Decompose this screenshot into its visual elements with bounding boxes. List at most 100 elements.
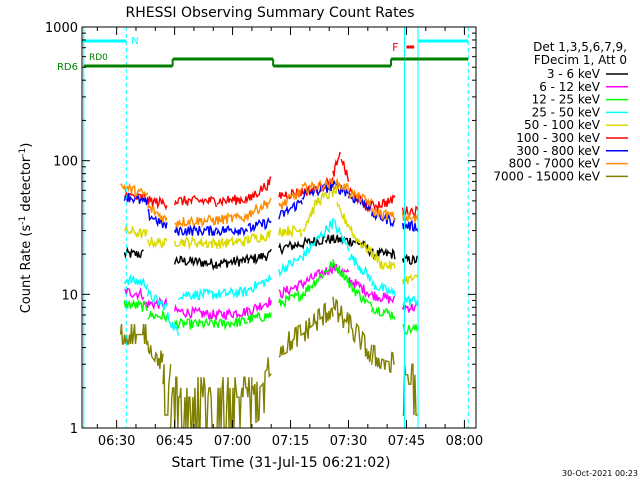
series-25-50-kev	[123, 218, 419, 336]
series-line	[332, 258, 350, 284]
legend-entry-label: 7000 - 15000 keV	[493, 169, 600, 183]
series-50-100-kev	[123, 185, 419, 285]
legend-entry-label: 800 - 7000 keV	[509, 157, 601, 171]
series-line	[301, 264, 334, 290]
night-label: N	[131, 36, 138, 47]
series-line	[278, 199, 303, 220]
series-line	[216, 211, 249, 225]
series-line	[247, 216, 272, 233]
series-line	[174, 214, 218, 229]
series-line	[216, 224, 249, 237]
series-line	[173, 194, 218, 208]
series-line	[401, 253, 419, 266]
y-axis-label: Count Rate (s-1 detector-1)	[18, 143, 34, 314]
series-line	[355, 239, 373, 258]
series-line	[301, 261, 334, 300]
series-800-7000-kev	[120, 177, 419, 229]
series-line	[401, 212, 419, 225]
series-line	[173, 303, 218, 320]
series-line	[278, 225, 303, 238]
series-line	[332, 177, 350, 192]
series-line	[251, 357, 272, 424]
series-line	[217, 253, 249, 269]
legend-entry-label: 6 - 12 keV	[539, 80, 601, 94]
series-line	[278, 278, 303, 299]
legend: Det 1,3,5,6,7,9, FDecim 1, Att 0 3 - 6 k…	[493, 40, 628, 183]
x-tick-label: 08:00	[446, 434, 483, 449]
flare-label: F	[392, 41, 398, 54]
plot-frame	[81, 26, 477, 429]
series-line	[146, 340, 164, 370]
y-tick-label: 100	[53, 155, 78, 170]
series-line	[173, 235, 218, 251]
y-tick-label: 1	[70, 422, 78, 437]
series-line	[401, 303, 419, 313]
series-line	[401, 273, 419, 285]
series-line	[146, 195, 168, 211]
series-line	[301, 177, 334, 194]
series-line	[347, 312, 373, 363]
series-line	[371, 291, 396, 304]
series-line	[347, 253, 373, 282]
series-line	[348, 188, 373, 207]
series-line	[247, 248, 272, 266]
series-line	[216, 285, 249, 299]
series-line	[367, 196, 392, 212]
rd6-label: RD6	[57, 62, 78, 73]
series-line	[401, 205, 419, 219]
series-line	[278, 323, 303, 358]
legend-entry-label: 25 - 50 keV	[532, 105, 601, 119]
series-line	[123, 246, 144, 259]
series-line	[390, 194, 396, 204]
series-line	[401, 219, 419, 233]
series-line	[119, 323, 148, 345]
series-line	[147, 309, 168, 324]
x-tick-label: 06:30	[98, 434, 135, 449]
series-line	[251, 176, 272, 199]
series-line	[340, 158, 350, 182]
series-line	[371, 344, 396, 374]
rd0-label: RD0	[89, 53, 108, 63]
series-line	[166, 312, 180, 336]
series-line	[247, 273, 272, 293]
series-line	[173, 317, 218, 330]
series-line	[278, 235, 326, 256]
legend-entry-label: 12 - 25 keV	[532, 93, 601, 107]
series-line	[336, 202, 354, 235]
x-axis: 06:30 06:45 07:00 07:15 07:30 07:45 08:00	[96, 27, 483, 449]
series-line	[402, 363, 418, 416]
legend-entry-label: 300 - 800 keV	[516, 144, 600, 158]
series-line	[146, 236, 168, 249]
series-line	[124, 287, 145, 301]
series-line	[301, 302, 334, 342]
series-line	[332, 219, 350, 252]
series-line	[371, 306, 396, 322]
series-line	[162, 364, 172, 416]
legend-entry-label: 100 - 300 keV	[516, 131, 600, 145]
series-line	[351, 232, 381, 264]
series-line	[371, 205, 396, 221]
series-line	[332, 151, 342, 177]
series-line	[216, 315, 249, 331]
series-line	[278, 188, 303, 210]
series-line	[402, 294, 419, 306]
series-line	[278, 289, 303, 309]
series-line	[347, 277, 372, 299]
series-line	[170, 376, 218, 428]
series-line	[216, 194, 253, 207]
series-line	[247, 311, 272, 324]
series-line	[247, 229, 272, 244]
series-line	[402, 323, 419, 336]
series-line	[177, 286, 218, 301]
series-line	[247, 197, 272, 219]
series-12-25-kev	[123, 258, 419, 336]
series-line	[147, 208, 168, 229]
series-line	[173, 224, 218, 237]
series-line	[378, 260, 396, 270]
chart-title: RHESSI Observing Summary Count Rates	[126, 5, 415, 21]
series-line	[173, 255, 218, 271]
series-line	[123, 273, 149, 291]
series-line	[278, 254, 303, 278]
